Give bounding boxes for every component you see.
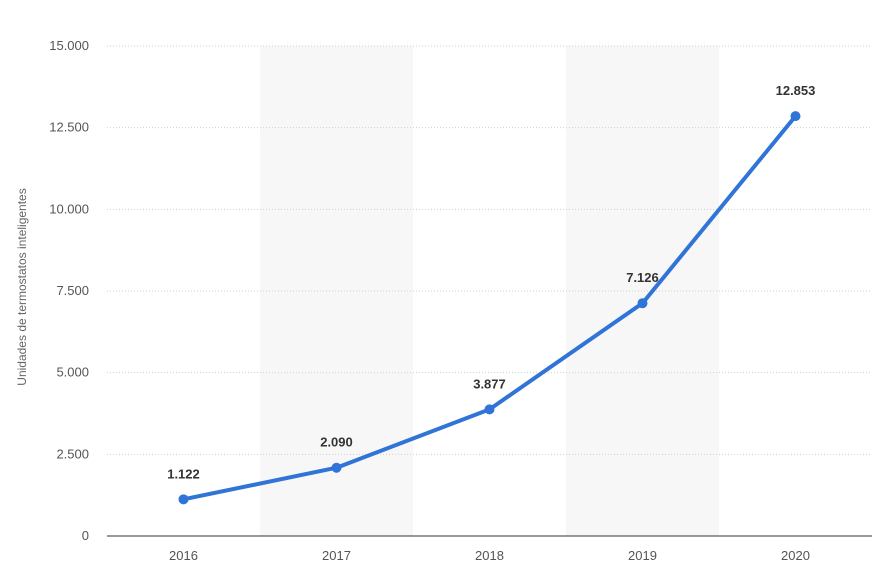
y-tick-label: 0 <box>82 528 89 543</box>
x-tick-label: 2019 <box>628 548 657 563</box>
x-axis-ticks: 2016 2017 2018 2019 2020 <box>169 548 810 563</box>
y-tick-label: 5.000 <box>56 365 89 380</box>
background-bands <box>260 46 719 536</box>
data-label: 7.126 <box>626 270 659 285</box>
data-point <box>331 462 342 473</box>
x-tick-label: 2016 <box>169 548 198 563</box>
data-labels-group: 1.122 2.090 3.877 7.126 12.853 <box>167 83 815 481</box>
y-tick-label: 10.000 <box>49 201 89 216</box>
series-group <box>178 111 801 505</box>
gridlines <box>107 45 872 455</box>
x-tick-label: 2018 <box>475 548 504 563</box>
data-point <box>637 298 648 309</box>
background-band <box>260 46 413 536</box>
data-label: 3.877 <box>473 376 506 391</box>
data-label: 2.090 <box>320 435 353 450</box>
y-axis-title: Unidades de termostatos inteligentes <box>15 188 29 385</box>
y-axis-ticks: 0 2.500 5.000 7.500 10.000 12.500 15.000 <box>49 38 89 543</box>
data-point <box>790 111 801 122</box>
data-label: 1.122 <box>167 466 200 481</box>
x-tick-label: 2020 <box>781 548 810 563</box>
background-band <box>566 46 719 536</box>
y-tick-label: 7.500 <box>56 283 89 298</box>
data-point <box>484 404 495 415</box>
x-tick-label: 2017 <box>322 548 351 563</box>
data-label: 12.853 <box>776 83 816 98</box>
y-tick-label: 15.000 <box>49 38 89 53</box>
y-tick-label: 12.500 <box>49 120 89 135</box>
y-tick-label: 2.500 <box>56 446 89 461</box>
data-point <box>178 494 189 505</box>
